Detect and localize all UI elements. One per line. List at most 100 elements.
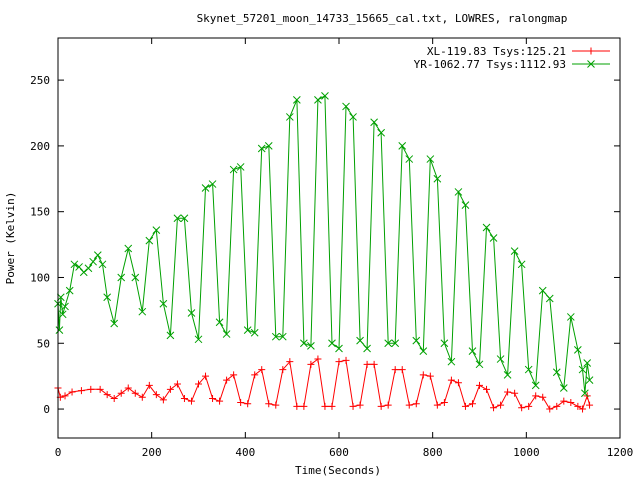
data-point	[566, 313, 575, 321]
data-point	[398, 142, 407, 150]
data-point	[496, 355, 505, 363]
data-point	[321, 92, 329, 100]
x-tick-label: 400	[235, 446, 255, 459]
data-point	[250, 328, 259, 337]
series-line	[57, 95, 591, 394]
data-point	[328, 402, 336, 410]
data-point	[223, 376, 231, 384]
plot-frame	[57, 37, 621, 439]
data-point	[209, 395, 217, 403]
data-point	[166, 331, 175, 340]
data-point	[257, 144, 266, 153]
data-point	[230, 371, 238, 379]
data-point	[244, 400, 252, 408]
data-point	[321, 402, 329, 410]
series-2	[54, 92, 594, 398]
data-point	[237, 398, 245, 406]
data-point	[103, 391, 111, 399]
data-point	[279, 366, 287, 374]
data-point	[489, 234, 498, 242]
data-point	[586, 401, 594, 409]
data-point	[70, 260, 79, 269]
data-point	[251, 371, 259, 379]
data-point	[370, 118, 378, 127]
data-point	[363, 360, 371, 368]
data-point	[173, 214, 182, 223]
data-point	[216, 397, 224, 405]
data-point	[585, 376, 594, 384]
data-point	[419, 371, 427, 379]
data-point	[187, 309, 196, 317]
data-point	[58, 310, 67, 319]
data-point	[349, 402, 357, 410]
data-point	[538, 286, 547, 295]
data-point	[483, 385, 491, 393]
data-point	[300, 402, 308, 410]
data-point	[272, 401, 280, 409]
data-point	[349, 113, 357, 121]
data-point	[583, 359, 592, 367]
legend-marker	[587, 47, 595, 55]
data-point	[433, 174, 442, 183]
data-point	[65, 286, 74, 295]
data-point	[370, 360, 378, 368]
data-point	[335, 358, 343, 366]
y-tick-label: 0	[43, 403, 50, 416]
x-tick-label: 200	[142, 446, 162, 459]
data-point	[433, 401, 441, 409]
data-point	[524, 365, 533, 374]
x-tick-label: 1200	[607, 446, 634, 459]
data-point	[124, 244, 133, 253]
data-point	[278, 332, 287, 341]
data-point	[475, 360, 484, 369]
data-point	[440, 398, 448, 406]
x-tick-label: 1000	[513, 446, 540, 459]
series-line	[57, 358, 591, 410]
data-point	[124, 384, 132, 392]
data-point	[195, 380, 202, 388]
data-point	[503, 370, 512, 379]
data-point	[98, 260, 107, 269]
data-point	[419, 347, 428, 356]
data-point	[454, 379, 462, 387]
data-point	[440, 339, 449, 348]
data-point	[476, 381, 483, 389]
data-point	[79, 268, 88, 277]
data-point	[314, 95, 322, 104]
data-point	[363, 344, 371, 353]
y-tick-label: 250	[30, 74, 50, 87]
y-tick-label: 50	[37, 337, 50, 350]
data-point	[152, 226, 161, 234]
chart-title: Skynet_57201_moon_14733_15665_cal.txt, L…	[197, 12, 568, 25]
data-point	[152, 391, 160, 399]
data-point	[567, 398, 575, 406]
data-point	[573, 345, 582, 354]
data-point	[87, 385, 95, 393]
data-point	[271, 332, 280, 341]
data-point	[574, 402, 582, 410]
data-point	[314, 355, 322, 363]
data-point	[180, 395, 188, 403]
data-point	[61, 392, 69, 400]
data-point	[539, 393, 547, 401]
data-point	[286, 358, 294, 366]
y-tick-label: 200	[30, 140, 50, 153]
data-point	[447, 376, 455, 384]
data-point	[173, 380, 181, 388]
y-axis-label: Power (Kelvin)	[4, 192, 17, 285]
data-point	[300, 339, 308, 348]
data-point	[560, 397, 568, 405]
data-point	[510, 247, 519, 256]
data-point	[201, 184, 210, 192]
data-point	[236, 163, 245, 171]
data-point	[159, 396, 167, 404]
data-point	[342, 102, 350, 111]
data-point	[517, 260, 526, 269]
x-tick-label: 800	[423, 446, 443, 459]
data-point	[166, 385, 174, 393]
data-point	[229, 165, 238, 174]
data-point	[93, 251, 102, 259]
data-point	[110, 319, 119, 328]
